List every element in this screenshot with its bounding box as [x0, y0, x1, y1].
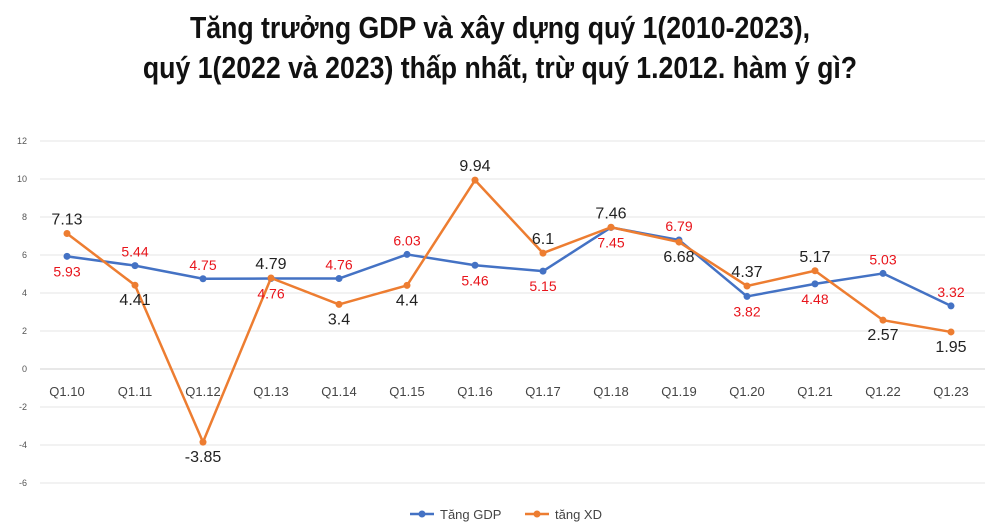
data-label: -3.85 — [185, 449, 222, 466]
data-label: 3.82 — [733, 303, 760, 319]
data-label: 5.46 — [461, 272, 488, 288]
y-tick-label: 12 — [17, 136, 27, 146]
data-label: 7.46 — [595, 205, 626, 222]
data-label: 7.45 — [597, 234, 624, 250]
data-point — [947, 328, 955, 336]
data-point — [471, 261, 479, 269]
data-label: 4.75 — [189, 257, 216, 273]
data-point — [539, 267, 547, 275]
data-label: 2.57 — [867, 327, 898, 344]
data-point — [811, 267, 819, 275]
y-tick-label: 6 — [22, 250, 27, 260]
data-label: 3.4 — [328, 311, 350, 328]
x-tick-label: Q1.10 — [49, 384, 84, 399]
y-tick-label: -2 — [19, 402, 27, 412]
data-label: 4.76 — [257, 286, 284, 302]
x-tick-label: Q1.13 — [253, 384, 288, 399]
y-tick-label: -6 — [19, 478, 27, 488]
data-label: 4.4 — [396, 292, 418, 309]
x-tick-label: Q1.23 — [933, 384, 968, 399]
data-label: 5.17 — [799, 249, 830, 266]
data-point — [199, 438, 207, 446]
y-tick-label: 2 — [22, 326, 27, 336]
data-label: 5.15 — [529, 278, 556, 294]
data-point — [199, 275, 207, 283]
data-label: 4.41 — [119, 292, 150, 309]
legend-marker — [418, 510, 426, 518]
chart-title: Tăng trưởng GDP và xây dựng quý 1(2010-2… — [70, 8, 930, 88]
data-point — [63, 230, 71, 238]
data-point — [131, 281, 139, 289]
x-tick-label: Q1.19 — [661, 384, 696, 399]
data-point — [743, 292, 751, 300]
data-point — [131, 262, 139, 270]
data-label: 1.95 — [935, 339, 966, 356]
data-point — [879, 269, 887, 277]
x-tick-label: Q1.15 — [389, 384, 424, 399]
x-tick-label: Q1.17 — [525, 384, 560, 399]
y-tick-label: 10 — [17, 174, 27, 184]
data-label: 5.44 — [121, 244, 148, 260]
data-point — [471, 176, 479, 184]
x-tick-label: Q1.21 — [797, 384, 832, 399]
data-label: 4.37 — [731, 264, 762, 281]
data-point — [607, 223, 615, 231]
data-point — [335, 275, 343, 283]
data-point — [539, 249, 547, 257]
y-tick-label: 0 — [22, 364, 27, 374]
data-label: 6.03 — [393, 232, 420, 248]
x-tick-label: Q1.12 — [185, 384, 220, 399]
x-tick-label: Q1.20 — [729, 384, 764, 399]
data-label: 6.1 — [532, 231, 554, 248]
title-line-1: Tăng trưởng GDP và xây dựng quý 1(2010-2… — [189, 10, 811, 45]
legend-label: tăng XD — [555, 507, 602, 522]
data-point — [743, 282, 751, 290]
data-point — [63, 252, 71, 260]
y-tick-label: -4 — [19, 440, 27, 450]
series-line-1 — [66, 178, 952, 444]
legend-label: Tăng GDP — [440, 507, 501, 522]
data-point — [811, 280, 819, 288]
data-point — [947, 302, 955, 310]
series-line-0 — [66, 226, 952, 308]
legend-marker — [533, 510, 541, 518]
data-label: 4.48 — [801, 291, 828, 307]
data-point — [267, 274, 275, 282]
y-tick-label: 4 — [22, 288, 27, 298]
title-line-2: quý 1(2022 và 2023) thấp nhất, trừ quý 1… — [142, 50, 858, 85]
data-point — [403, 250, 411, 258]
data-label: 4.76 — [325, 257, 352, 273]
x-tick-label: Q1.11 — [118, 384, 152, 399]
data-label: 9.94 — [459, 158, 490, 175]
data-label: 3.32 — [937, 284, 964, 300]
x-tick-label: Q1.16 — [457, 384, 492, 399]
data-label: 4.79 — [255, 256, 286, 273]
data-label: 7.13 — [51, 212, 82, 229]
x-tick-label: Q1.14 — [321, 384, 356, 399]
y-tick-label: 8 — [22, 212, 27, 222]
x-tick-label: Q1.22 — [865, 384, 900, 399]
data-label: 6.79 — [665, 218, 692, 234]
data-label: 6.68 — [663, 249, 694, 266]
data-label: 5.03 — [869, 251, 896, 267]
data-label: 5.93 — [53, 263, 80, 279]
x-tick-label: Q1.18 — [593, 384, 628, 399]
data-point — [879, 316, 887, 324]
data-point — [403, 281, 411, 289]
data-point — [675, 238, 683, 246]
data-point — [335, 300, 343, 308]
